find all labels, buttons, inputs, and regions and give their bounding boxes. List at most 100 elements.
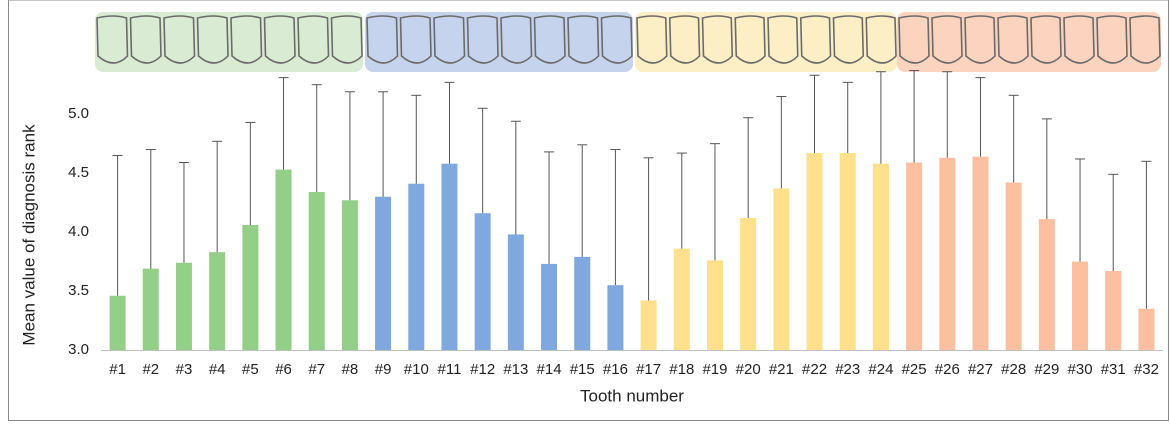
bar [1105, 271, 1121, 350]
x-tick-label: #25 [902, 361, 927, 378]
error-bar [345, 92, 355, 200]
panel [897, 12, 1161, 72]
error-bar [1042, 119, 1052, 219]
bar [939, 158, 955, 350]
bar [342, 200, 358, 350]
x-tick-label: #14 [537, 361, 562, 378]
x-tick-label: #20 [736, 361, 761, 378]
error-bar [710, 144, 720, 261]
error-bar [378, 92, 388, 197]
panel [95, 12, 363, 72]
bar [607, 285, 623, 350]
bar [906, 163, 922, 350]
error-bar [644, 158, 654, 301]
bar [110, 296, 126, 350]
x-tick-label: #7 [308, 361, 325, 378]
x-tick-label: #21 [769, 361, 794, 378]
bar [1006, 183, 1022, 350]
chart: Mean value of diagnosis rank Tooth numbe… [0, 0, 1170, 426]
bar [1072, 262, 1088, 350]
error-bar [942, 72, 952, 158]
error-bar [810, 75, 820, 153]
x-tick-label: #9 [375, 361, 392, 378]
bar [641, 300, 657, 350]
error-bar [843, 82, 853, 153]
x-tick-label: #10 [404, 361, 429, 378]
bar [475, 213, 491, 350]
x-tick-label: #31 [1101, 361, 1126, 378]
error-bar [511, 121, 521, 234]
bar [143, 269, 159, 350]
bar [541, 264, 557, 350]
x-tick-label: #6 [275, 361, 292, 378]
error-bar [577, 145, 587, 257]
x-tick-label: #12 [470, 361, 495, 378]
error-bar [677, 153, 687, 249]
error-bar [544, 152, 554, 264]
bar [242, 225, 258, 350]
bar [508, 234, 524, 350]
x-tick-label: #22 [802, 361, 827, 378]
bar [309, 192, 325, 350]
bar [707, 260, 723, 350]
y-tick-label: 4.5 [68, 164, 89, 181]
x-tick-label: #15 [570, 361, 595, 378]
error-bar [411, 95, 421, 183]
error-bar [478, 108, 488, 213]
bar [209, 252, 225, 350]
x-tick-label: #3 [176, 361, 193, 378]
y-tick-label: 5.0 [68, 105, 89, 122]
x-tick-label: #17 [636, 361, 661, 378]
error-bar [444, 82, 454, 163]
panel [365, 12, 633, 72]
x-tick-label: #27 [968, 361, 993, 378]
bar [1138, 309, 1154, 350]
x-tick-label: #19 [702, 361, 727, 378]
x-tick-label: #29 [1034, 361, 1059, 378]
bar [574, 257, 590, 350]
error-bar [610, 150, 620, 286]
error-bar [212, 141, 222, 252]
bar [840, 153, 856, 350]
bar [972, 157, 988, 350]
bar [807, 153, 823, 350]
error-bar [113, 155, 123, 295]
y-axis-title: Mean value of diagnosis rank [19, 124, 38, 346]
x-axis-title: Tooth number [580, 386, 684, 405]
y-tick-label: 3.5 [68, 282, 89, 299]
error-bar [179, 163, 189, 263]
error-bar [876, 72, 886, 164]
bar [873, 164, 889, 350]
error-bar [279, 78, 289, 170]
x-tick-label: #5 [242, 361, 259, 378]
x-tick-label: #2 [142, 361, 159, 378]
bar [773, 188, 789, 350]
x-tick-label: #11 [438, 361, 462, 378]
bar [176, 263, 192, 350]
error-bar [1009, 95, 1019, 182]
x-tick-label: #13 [503, 361, 528, 378]
x-tick-label: #24 [868, 361, 893, 378]
error-bar [245, 122, 255, 225]
y-tick-label: 4.0 [68, 223, 89, 240]
bar [276, 170, 292, 350]
x-tick-label: #1 [109, 361, 126, 378]
x-tick-label: #18 [669, 361, 694, 378]
x-tick-label: #30 [1068, 361, 1093, 378]
error-bar [743, 118, 753, 218]
error-bar [1108, 174, 1118, 271]
x-tick-label: #16 [603, 361, 628, 378]
x-tick-label: #32 [1134, 361, 1159, 378]
y-tick-label: 3.0 [68, 341, 89, 358]
bar [375, 197, 391, 350]
bar [674, 249, 690, 350]
error-bar [146, 150, 156, 269]
x-tick-label: #26 [935, 361, 960, 378]
panel [635, 12, 897, 72]
tooth-panels [95, 12, 1161, 72]
x-tick-label: #28 [1001, 361, 1026, 378]
error-bar [909, 71, 919, 163]
x-tick-label: #8 [342, 361, 359, 378]
x-tick-label: #23 [835, 361, 860, 378]
error-bar [1075, 159, 1085, 262]
